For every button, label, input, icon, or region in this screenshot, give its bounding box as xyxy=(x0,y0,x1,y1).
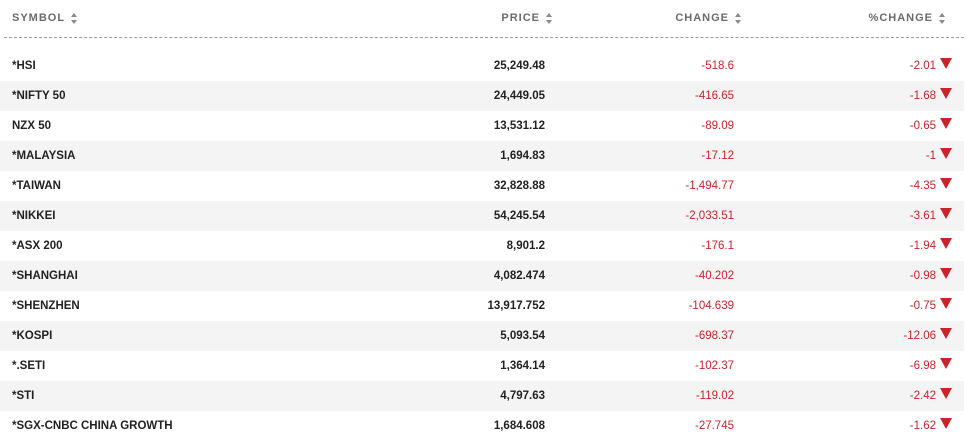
percent-change: -1 xyxy=(925,150,936,162)
price: 13,531.12 xyxy=(493,120,545,132)
symbol: *HSI xyxy=(12,60,36,72)
down-arrow xyxy=(940,118,952,129)
table-row: *TAIWAN 32,828.88 -1,494.77 -4.35 xyxy=(0,171,964,201)
symbol: *SHENZHEN xyxy=(12,300,80,312)
column-header[interactable]: CHANGE xyxy=(675,12,741,24)
change: -416.65 xyxy=(694,90,734,102)
table-row: *ASX 200 8,901.2 -176.1 -1.94 xyxy=(0,231,964,261)
change: -40.202 xyxy=(694,270,734,282)
column-title: %CHANGE xyxy=(868,12,933,24)
table-row: *STI 4,797.63 -119.02 -2.42 xyxy=(0,381,964,411)
percent-change: -4.35 xyxy=(909,180,936,192)
down-arrow xyxy=(940,178,952,189)
table-header: SYMBOL PRICE CHANGE %CHANGE xyxy=(0,0,971,38)
percent-change: -12.06 xyxy=(903,330,936,342)
down-arrow xyxy=(940,148,952,159)
down-arrow xyxy=(940,358,952,369)
price: 1,684.608 xyxy=(493,420,545,432)
symbol: *ASX 200 xyxy=(12,240,63,252)
table-row: NZX 50 13,531.12 -89.09 -0.65 xyxy=(0,111,964,141)
change: -119.02 xyxy=(695,390,734,402)
change: -27.745 xyxy=(694,420,734,432)
down-arrow xyxy=(940,88,952,99)
table-row: *SHANGHAI 4,082.474 -40.202 -0.98 xyxy=(0,261,964,291)
percent-change: -2.01 xyxy=(909,60,936,72)
sort-icon xyxy=(546,12,552,24)
header-divider xyxy=(4,37,964,38)
symbol: *.SETI xyxy=(12,360,46,372)
change: -518.6 xyxy=(701,60,734,72)
percent-change: -1.94 xyxy=(909,240,936,252)
table-row: *SGX-CNBC CHINA GROWTH 1,684.608 -27.745 -1… xyxy=(0,411,964,441)
symbol: *TAIWAN xyxy=(12,180,61,192)
sort-icon xyxy=(71,12,78,24)
price: 1,694.83 xyxy=(500,150,545,162)
price: 1,364.14 xyxy=(500,360,545,372)
percent-change: -3.61 xyxy=(909,210,936,222)
percent-change: -0.75 xyxy=(909,300,936,312)
column-title: CHANGE xyxy=(675,12,729,24)
price: 8,901.2 xyxy=(506,240,545,252)
down-arrow xyxy=(940,238,952,249)
symbol: NZX 50 xyxy=(12,120,51,132)
percent-change: -6.98 xyxy=(909,360,936,372)
down-arrow xyxy=(940,298,952,309)
symbol: *NIKKEI xyxy=(12,210,56,222)
change: -102.37 xyxy=(694,360,734,372)
change: -1,494.77 xyxy=(685,180,734,192)
price: 32,828.88 xyxy=(493,180,545,192)
sort-icon xyxy=(735,12,741,24)
symbol: *KOSPI xyxy=(12,330,53,342)
down-arrow xyxy=(940,58,952,69)
symbol: *SGX-CNBC CHINA GROWTH xyxy=(12,420,173,432)
price: 54,245.54 xyxy=(493,210,545,222)
column-title: PRICE xyxy=(501,12,540,24)
symbol: *NIFTY 50 xyxy=(12,90,66,102)
down-arrow xyxy=(940,268,952,279)
symbol: *STI xyxy=(12,390,35,402)
percent-change: -1.68 xyxy=(909,90,936,102)
price: 25,249.48 xyxy=(493,60,545,72)
table-row: *NIKKEI 54,245.54 -2,033.51 -3.61 xyxy=(0,201,964,231)
change: -89.09 xyxy=(701,120,734,132)
change: -2,033.51 xyxy=(685,210,734,222)
table-row: *.SETI 1,364.14 -102.37 -6.98 xyxy=(0,351,964,381)
table-row: *HSI 25,249.48 -518.6 -2.01 xyxy=(0,51,964,81)
change: -104.639 xyxy=(688,300,734,312)
price: 4,082.474 xyxy=(493,270,545,282)
column-header[interactable]: PRICE xyxy=(501,12,552,24)
price: 5,093.54 xyxy=(500,330,545,342)
price: 4,797.63 xyxy=(500,390,545,402)
change: -698.37 xyxy=(694,330,734,342)
column-header[interactable]: SYMBOL xyxy=(12,12,78,24)
table-row: *MALAYSIA 1,694.83 -17.12 -1 xyxy=(0,141,964,171)
symbol: *MALAYSIA xyxy=(12,150,76,162)
percent-change: -1.62 xyxy=(909,420,936,432)
table-row: *SHENZHEN 13,917.752 -104.639 -0.75 xyxy=(0,291,964,321)
down-arrow xyxy=(940,328,952,339)
percent-change: -0.98 xyxy=(909,270,936,282)
table-row: *NIFTY 50 24,449.05 -416.65 -1.68 xyxy=(0,81,964,111)
symbol: *SHANGHAI xyxy=(12,270,78,282)
price: 24,449.05 xyxy=(493,90,545,102)
change: -17.12 xyxy=(701,150,734,162)
sort-icon xyxy=(939,12,945,24)
down-arrow xyxy=(940,388,952,399)
down-arrow xyxy=(940,418,952,429)
change: -176.1 xyxy=(701,240,734,252)
price: 13,917.752 xyxy=(487,300,545,312)
column-header[interactable]: %CHANGE xyxy=(869,12,945,24)
percent-change: -0.65 xyxy=(909,120,936,132)
down-arrow xyxy=(940,208,952,219)
table-row: *KOSPI 5,093.54 -698.37 -12.06 xyxy=(0,321,964,351)
column-title: SYMBOL xyxy=(12,12,66,24)
percent-change: -2.42 xyxy=(909,390,936,402)
